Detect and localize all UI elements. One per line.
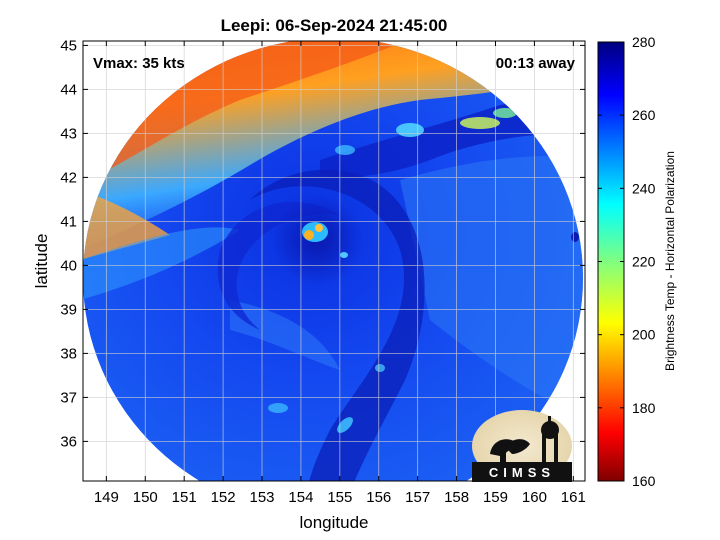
x-tick-label: 159 (483, 489, 508, 506)
y-tick-label: 36 (60, 433, 77, 450)
colorbar-label: Brightness Temp - Horizontal Polarizatio… (663, 151, 677, 371)
logo-text: CIMSS (489, 465, 555, 480)
satellite-swath (83, 41, 583, 481)
x-tick-label: 157 (405, 489, 430, 506)
x-tick-label: 161 (561, 489, 586, 506)
colorbar-tick-label: 180 (632, 400, 656, 416)
colorbar-tick-label: 240 (632, 180, 656, 196)
cimss-logo: CIMSS (472, 410, 572, 482)
colorbar-tick-label: 280 (632, 34, 656, 50)
x-tick-label: 160 (522, 489, 547, 506)
grid-lines (83, 41, 585, 481)
x-tick-label: 149 (94, 489, 119, 506)
y-tick-label: 44 (60, 81, 77, 98)
colorbar-tick-label: 220 (632, 254, 656, 270)
y-tick-label: 37 (60, 389, 77, 406)
plot-frame (82, 40, 586, 482)
x-tick-label: 155 (327, 489, 352, 506)
y-axis-ticks: 36 37 38 39 40 41 42 43 44 45 (60, 37, 585, 450)
colorbar-tick-label: 160 (632, 473, 656, 489)
y-tick-label: 43 (60, 125, 77, 142)
y-tick-label: 41 (60, 213, 77, 230)
y-tick-label: 38 (60, 345, 77, 362)
x-axis-ticks: 149 150 151 152 153 154 155 156 157 158 159 160 161 (94, 41, 586, 506)
x-tick-label: 150 (133, 489, 158, 506)
y-tick-label: 45 (60, 37, 77, 54)
x-tick-label: 152 (211, 489, 236, 506)
colorbar-ticks: 160 180 200 220 240 260 280 (598, 34, 656, 489)
colorbar-tick-label: 200 (632, 327, 656, 343)
x-tick-label: 151 (172, 489, 197, 506)
x-tick-label: 153 (249, 489, 274, 506)
y-tick-label: 40 (60, 257, 77, 274)
vmax-label: Vmax: 35 kts (93, 55, 185, 72)
y-tick-label: 39 (60, 301, 77, 318)
time-offset-label: 00:13 away (496, 55, 576, 72)
figure-title: Leepi: 06-Sep-2024 21:45:00 (221, 16, 448, 35)
x-tick-label: 158 (444, 489, 469, 506)
colorbar-tick-label: 260 (632, 107, 656, 123)
x-axis-label: longitude (299, 513, 368, 532)
y-axis-label: latitude (32, 234, 51, 289)
x-tick-label: 154 (288, 489, 313, 506)
x-tick-label: 156 (366, 489, 391, 506)
y-tick-label: 42 (60, 169, 77, 186)
